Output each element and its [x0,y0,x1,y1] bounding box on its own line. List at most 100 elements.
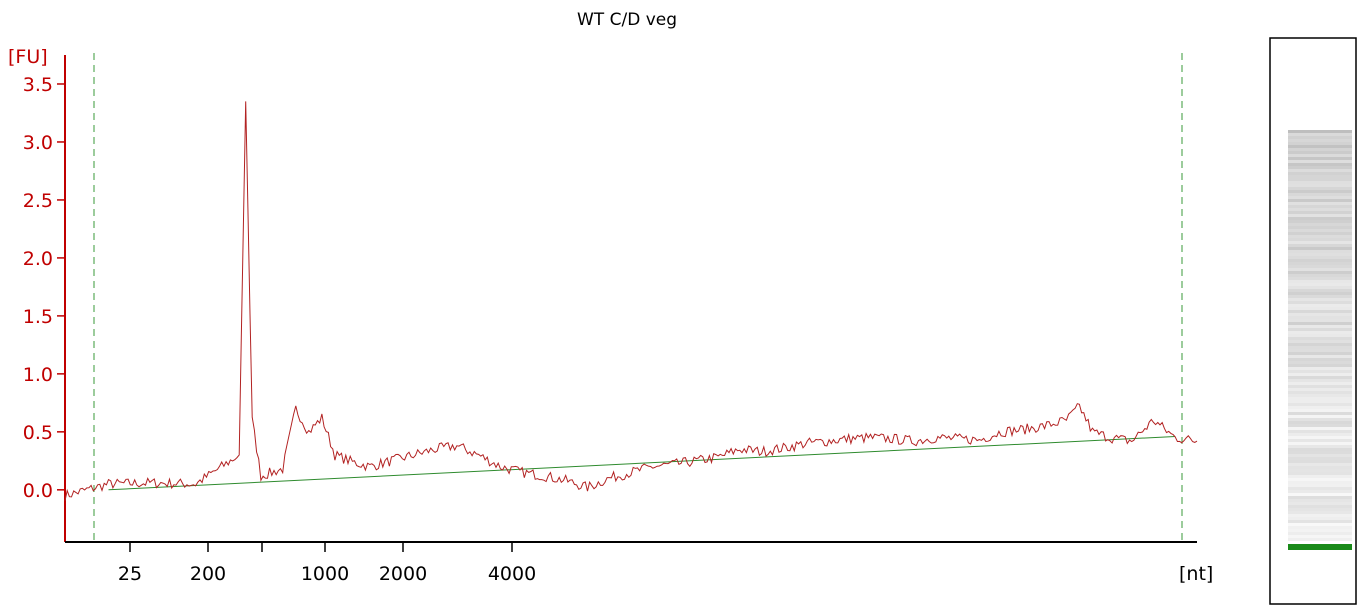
gel-band [1288,136,1352,139]
gel-band [1288,325,1352,328]
gel-band [1288,319,1352,322]
gel-band [1288,181,1352,184]
gel-band [1288,535,1352,538]
gel-band [1288,385,1352,388]
gel-band [1288,130,1352,133]
gel-band [1288,217,1352,220]
y-tick-label: 2.0 [23,248,53,270]
gel-band [1288,262,1352,265]
gel-band [1288,157,1352,160]
gel-band [1288,253,1352,256]
gel-band [1288,382,1352,385]
gel-band [1288,364,1352,367]
gel-band [1288,307,1352,310]
gel-band [1288,256,1352,259]
gel-band [1288,214,1352,217]
gel-band [1288,355,1352,358]
gel-band [1288,394,1352,397]
gel-band [1288,481,1352,484]
gel-band [1288,493,1352,496]
gel-band [1288,514,1352,517]
gel-band [1288,142,1352,145]
gel-band [1288,337,1352,340]
gel-band [1288,304,1352,307]
gel-band [1288,421,1352,424]
gel-band [1288,442,1352,445]
gel-band [1288,478,1352,481]
gel-band [1288,184,1352,187]
gel-band [1288,259,1352,262]
gel-band [1288,196,1352,199]
x-axis: 25 200 1000 2000 4000 [nt] [65,541,1213,585]
gel-band [1288,190,1352,193]
gel-band [1288,388,1352,391]
x-tick-label: 25 [118,563,142,585]
gel-band [1288,490,1352,493]
y-tick-label: 0.5 [23,422,53,444]
y-tick-label: 3.0 [23,132,53,154]
gel-band [1288,427,1352,430]
baseline-line [108,436,1176,491]
gel-band [1288,250,1352,253]
gel-band [1288,328,1352,331]
gel-band [1288,244,1352,247]
gel-band [1288,499,1352,502]
gel-band [1288,451,1352,454]
gel-band [1288,424,1352,427]
gel-lower-marker-band [1288,544,1352,550]
gel-band [1288,274,1352,277]
gel-band [1288,529,1352,532]
gel-band [1288,223,1352,226]
gel-band [1288,229,1352,232]
gel-band [1288,532,1352,535]
gel-band [1288,415,1352,418]
gel-band [1288,484,1352,487]
gel-band [1288,169,1352,172]
gel-band [1288,379,1352,382]
gel-band [1288,331,1352,334]
gel-band [1288,400,1352,403]
gel-band [1288,148,1352,151]
gel-band [1288,205,1352,208]
gel-band [1288,439,1352,442]
gel-band [1288,454,1352,457]
gel-band [1288,139,1352,142]
gel-band [1288,538,1352,541]
gel-band [1288,199,1352,202]
x-tick-label: 200 [190,563,226,585]
gel-band [1288,487,1352,490]
gel-band [1288,166,1352,169]
x-tick-label: 1000 [301,563,349,585]
gel-band [1288,301,1352,304]
gel-band [1288,475,1352,478]
gel-band [1288,133,1352,136]
gel-band [1288,202,1352,205]
gel-band [1288,298,1352,301]
gel-band [1288,238,1352,241]
y-tick-label: 0.0 [23,480,53,502]
gel-band [1288,340,1352,343]
gel-band [1288,511,1352,514]
gel-band [1288,322,1352,325]
gel-band [1288,469,1352,472]
gel-band [1288,403,1352,406]
gel-band [1288,349,1352,352]
gel-band [1288,460,1352,463]
y-axis: [FU] 0.0 0.5 1.0 1.5 2.0 2.5 3.0 3.5 [8,46,66,542]
y-tick-label: 3.5 [23,74,53,96]
gel-band [1288,517,1352,520]
gel-band [1288,283,1352,286]
gel-band [1288,436,1352,439]
gel-band [1288,211,1352,214]
gel-band [1288,247,1352,250]
gel-band [1288,391,1352,394]
gel-band [1288,472,1352,475]
x-tick-label: 2000 [379,563,427,585]
gel-band [1288,208,1352,211]
gel-band [1288,226,1352,229]
gel-band [1288,430,1352,433]
gel-band [1288,154,1352,157]
gel-band [1288,313,1352,316]
gel-band [1288,376,1352,379]
